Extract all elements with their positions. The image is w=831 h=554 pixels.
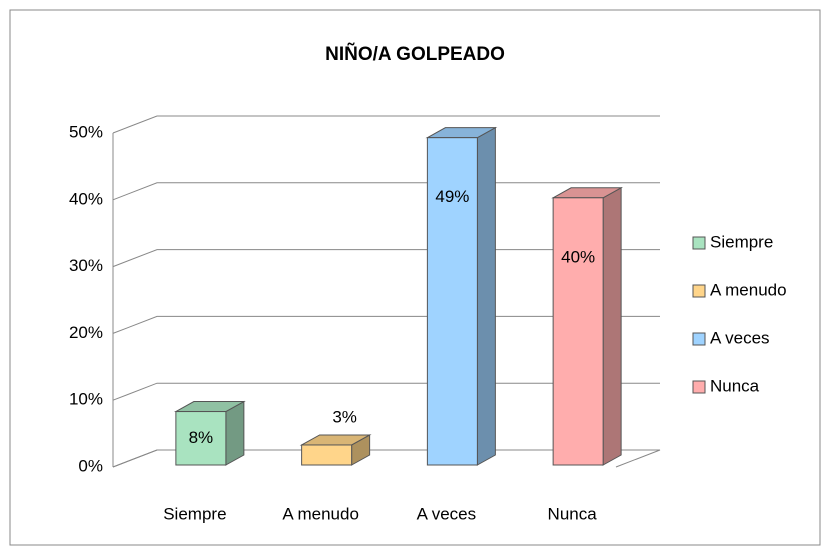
chart-title: NIÑO/A GOLPEADO (325, 43, 505, 65)
y-tick-label: 0% (78, 456, 103, 475)
bar-side (602, 186, 622, 466)
legend-swatch (692, 332, 706, 346)
x-tick-label: Nunca (548, 504, 598, 523)
x-tick-label: A veces (417, 504, 477, 523)
bar-side (476, 126, 496, 466)
legend-swatch (692, 380, 706, 394)
value-label: 40% (561, 247, 595, 266)
legend-swatch (692, 236, 706, 250)
grid-line (112, 115, 660, 134)
chart-frame (9, 9, 821, 546)
value-label: 8% (189, 428, 214, 447)
y-tick-label: 50% (69, 122, 103, 141)
legend-label: Nunca (710, 376, 760, 395)
bar (552, 197, 604, 466)
legend-swatch (692, 284, 706, 298)
y-tick-label: 30% (69, 256, 103, 275)
legend-label: Siempre (710, 232, 773, 251)
value-label: 3% (332, 407, 357, 426)
legend-label: A veces (710, 328, 770, 347)
y-tick-label: 40% (69, 189, 103, 208)
bar (175, 411, 227, 466)
bar-side (225, 400, 245, 466)
legend-label: A menudo (710, 280, 787, 299)
bar (426, 137, 478, 466)
y-tick-label: 10% (69, 390, 103, 409)
y-tick-label: 20% (69, 323, 103, 342)
x-tick-label: A menudo (282, 504, 359, 523)
x-tick-label: Siempre (163, 504, 226, 523)
value-label: 49% (435, 187, 469, 206)
bar (301, 444, 353, 466)
